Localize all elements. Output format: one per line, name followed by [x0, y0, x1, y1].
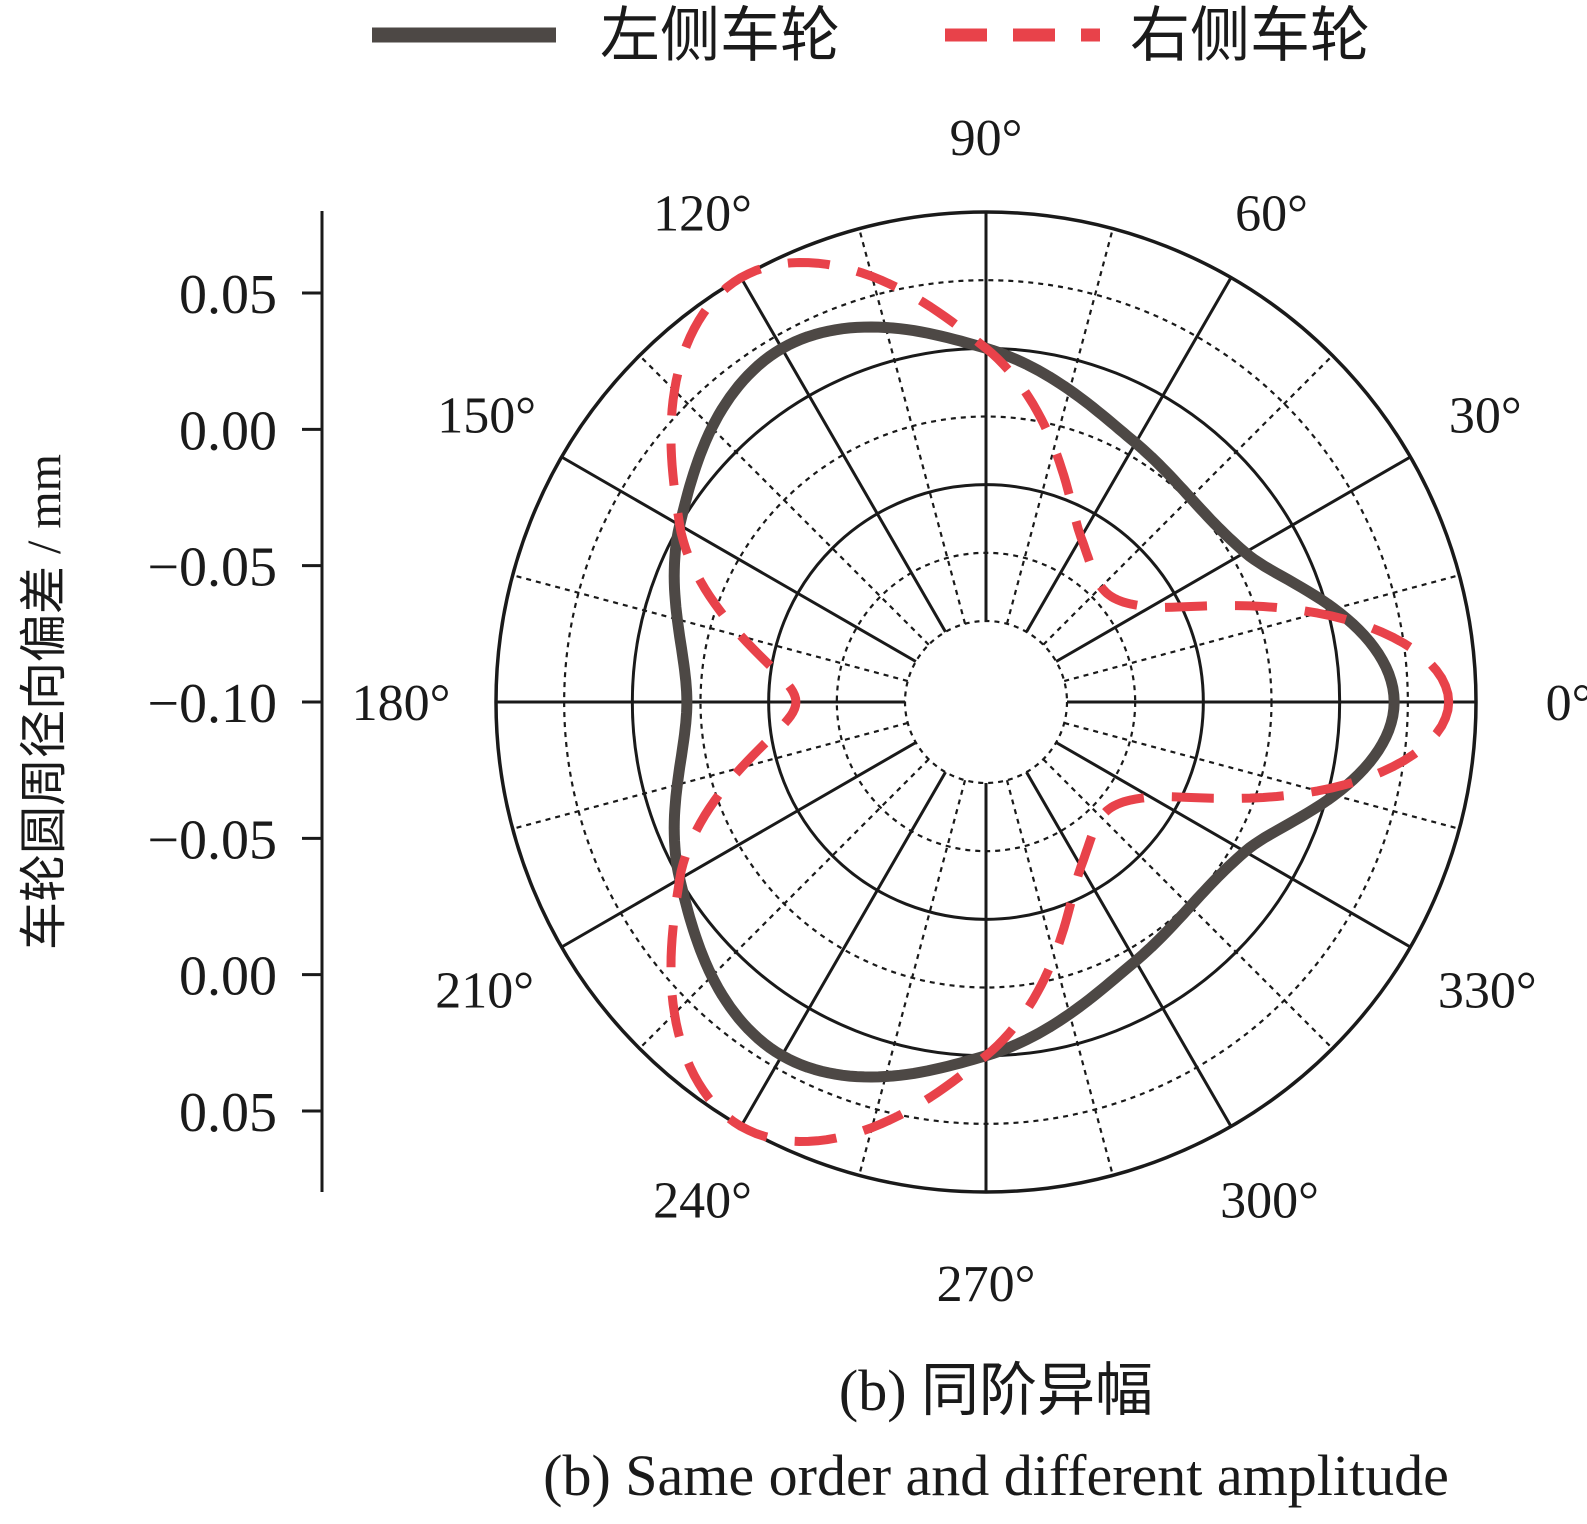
angle-label: 300°: [1220, 1172, 1319, 1229]
grid-spoke-minor: [858, 228, 967, 625]
series-line-left-wheel: [668, 321, 1400, 1083]
grid-spoke-minor: [858, 779, 967, 1176]
angle-label: 180°: [352, 675, 451, 732]
angle-label: 120°: [653, 186, 752, 243]
angle-label: 90°: [950, 110, 1023, 167]
legend-label-right-wheel: 右侧车轮: [1130, 1, 1370, 71]
grid-spoke-major: [739, 771, 947, 1128]
angle-label: 30°: [1449, 388, 1522, 445]
radial-tick-label: −0.05: [147, 809, 277, 871]
angle-label: 60°: [1235, 186, 1308, 243]
radial-tick-label: −0.10: [147, 673, 277, 735]
grid-spoke-minor: [512, 574, 909, 683]
angle-label: 150°: [437, 388, 536, 445]
radial-tick-label: 0.00: [179, 946, 277, 1008]
grid-spoke-major: [560, 455, 917, 663]
grid-spoke-minor: [638, 758, 930, 1050]
grid-spoke-major: [1025, 276, 1233, 633]
caption-english: (b) Same order and different amplitude: [543, 1443, 1449, 1508]
polar-grid: [494, 210, 1478, 1194]
grid-spoke-major: [1055, 741, 1412, 949]
grid-spoke-major: [560, 741, 917, 949]
radial-tick-label: 0.00: [179, 400, 277, 462]
series-line-right-wheel: [666, 258, 1454, 1146]
grid-spoke-major: [1055, 455, 1412, 663]
legend: 左侧车轮 右侧车轮: [372, 1, 1370, 71]
radial-tick-label: −0.05: [147, 537, 277, 599]
grid-spoke-minor: [638, 354, 930, 646]
grid-spoke-minor: [1005, 779, 1114, 1176]
radial-tick-label: 0.05: [179, 1082, 277, 1144]
grid-spoke-minor: [1005, 228, 1114, 625]
grid-ring-minor: [903, 619, 1069, 785]
angle-label: 270°: [937, 1256, 1036, 1313]
angle-label: 0°: [1546, 675, 1587, 732]
grid-spoke-major: [739, 276, 947, 633]
radial-axis: 0.05 0.00 −0.05 −0.10 −0.05 0.00 0.05: [147, 211, 324, 1192]
series-layer: [666, 258, 1454, 1146]
radial-tick-label: 0.05: [179, 264, 277, 326]
legend-label-left-wheel: 左侧车轮: [600, 1, 840, 71]
grid-spoke-minor: [1063, 574, 1460, 683]
caption-chinese: (b) 同阶异幅: [839, 1358, 1153, 1423]
angle-label: 240°: [653, 1172, 752, 1229]
grid-spoke-minor: [512, 721, 909, 830]
radial-axis-title: 车轮圆周径向偏差 / mm: [18, 454, 71, 950]
angle-label: 210°: [435, 963, 534, 1020]
grid-spoke-major: [1025, 771, 1233, 1128]
angle-label: 330°: [1438, 963, 1537, 1020]
angular-tick-labels: 0° 30° 60° 90° 120° 150° 180° 210° 240° 270° 300° 3…: [352, 110, 1587, 1313]
grid-spoke-minor: [1063, 721, 1460, 830]
